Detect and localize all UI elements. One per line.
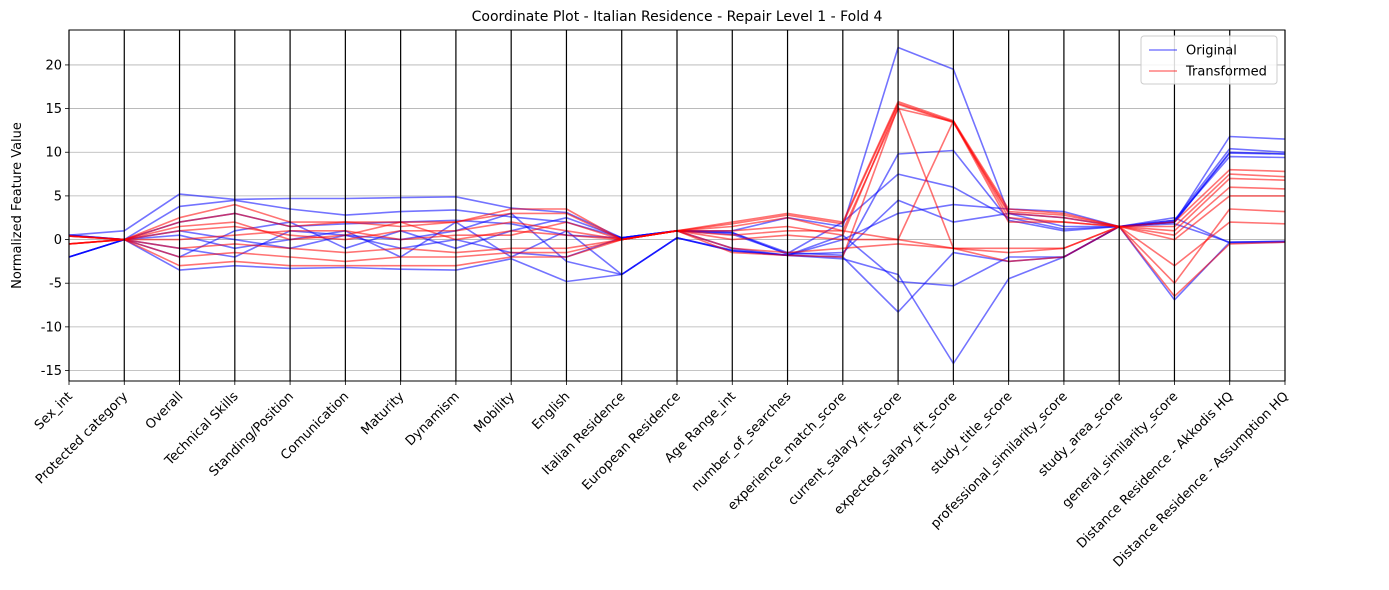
y-axis-label: Normalized Feature Value: [10, 122, 25, 289]
x-tick-label: Sex_int: [32, 389, 76, 433]
x-tick-label: European Residence: [580, 389, 684, 493]
legend-box: [1140, 35, 1278, 85]
chart-title: Coordinate Plot - Italian Residence - Re…: [472, 9, 883, 25]
x-tick-label: current_salary_fit_score: [785, 389, 904, 508]
legend: Original Transformed: [1140, 35, 1278, 85]
plot-frame: [68, 29, 1286, 382]
y-tick-label: -5: [49, 277, 62, 292]
y-tick-label: -15: [41, 364, 62, 379]
y-tick-label: 5: [54, 189, 62, 204]
x-tick-label: Mobility: [471, 389, 518, 436]
legend-label-original: Original: [1186, 44, 1237, 59]
legend-label-transformed: Transformed: [1185, 65, 1267, 80]
y-tick-label: 20: [45, 58, 62, 73]
y-tick-label: 10: [45, 146, 62, 161]
y-tick-label: 15: [45, 102, 62, 117]
y-tick-label: 0: [54, 233, 62, 248]
x-tick-label: general_similarity_score: [1059, 389, 1181, 511]
x-tick-label: Dynamism: [403, 389, 463, 449]
x-tick-label: Overall: [143, 389, 186, 432]
x-tick-label: English: [529, 389, 573, 433]
x-tick-label: number_of_searches: [689, 389, 795, 495]
x-tick-label: Protected category: [33, 389, 131, 487]
x-tick-label: Maturity: [358, 389, 407, 438]
y-tick-label: -10: [41, 320, 62, 335]
